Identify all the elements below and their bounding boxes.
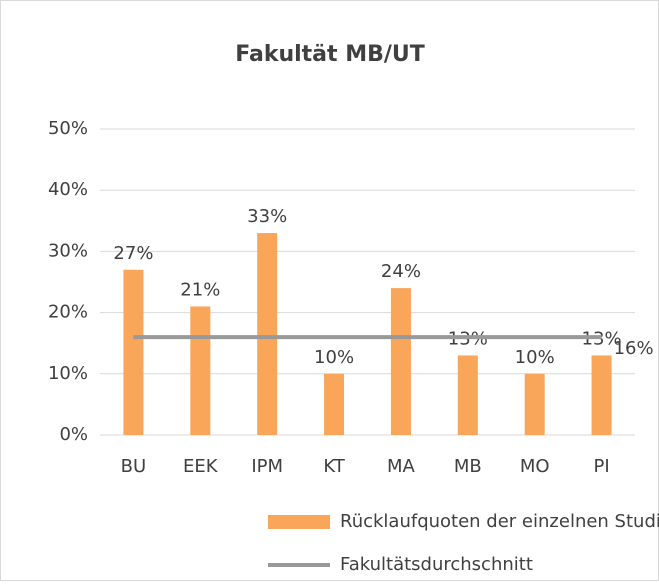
bar xyxy=(524,373,545,435)
y-tick-label: 40% xyxy=(48,179,88,200)
x-tick-label: EEK xyxy=(183,456,219,477)
legend-label: Rücklaufquoten der einzelnen Studiengäng… xyxy=(340,511,659,532)
data-label: 16% xyxy=(614,338,654,359)
data-label: 21% xyxy=(180,279,220,300)
legend-swatch xyxy=(268,515,330,529)
bar xyxy=(123,269,144,435)
y-tick-label: 50% xyxy=(48,118,88,139)
bar xyxy=(457,355,478,435)
data-label: 10% xyxy=(314,347,354,368)
x-tick-label: MA xyxy=(387,456,416,477)
bar xyxy=(190,306,211,435)
bar xyxy=(257,233,278,435)
chart-title: Fakultät MB/UT xyxy=(235,42,425,67)
y-tick-label: 20% xyxy=(48,302,88,323)
x-tick-label: MO xyxy=(520,456,550,477)
data-label: 10% xyxy=(515,347,555,368)
x-tick-label: MB xyxy=(454,456,482,477)
data-label: 24% xyxy=(381,261,421,282)
x-tick-label: BU xyxy=(121,456,147,477)
y-tick-label: 10% xyxy=(48,363,88,384)
legend-label: Fakultätsdurchschnitt xyxy=(340,554,533,575)
y-tick-label: 0% xyxy=(59,424,88,445)
bar xyxy=(390,288,411,435)
data-label: 33% xyxy=(247,206,287,227)
x-tick-label: PI xyxy=(593,456,609,477)
x-tick-label: KT xyxy=(323,456,345,477)
bar xyxy=(324,373,345,435)
data-label: 27% xyxy=(113,243,153,264)
y-tick-label: 30% xyxy=(48,240,88,261)
x-tick-label: IPM xyxy=(251,456,283,477)
bar xyxy=(591,355,612,435)
